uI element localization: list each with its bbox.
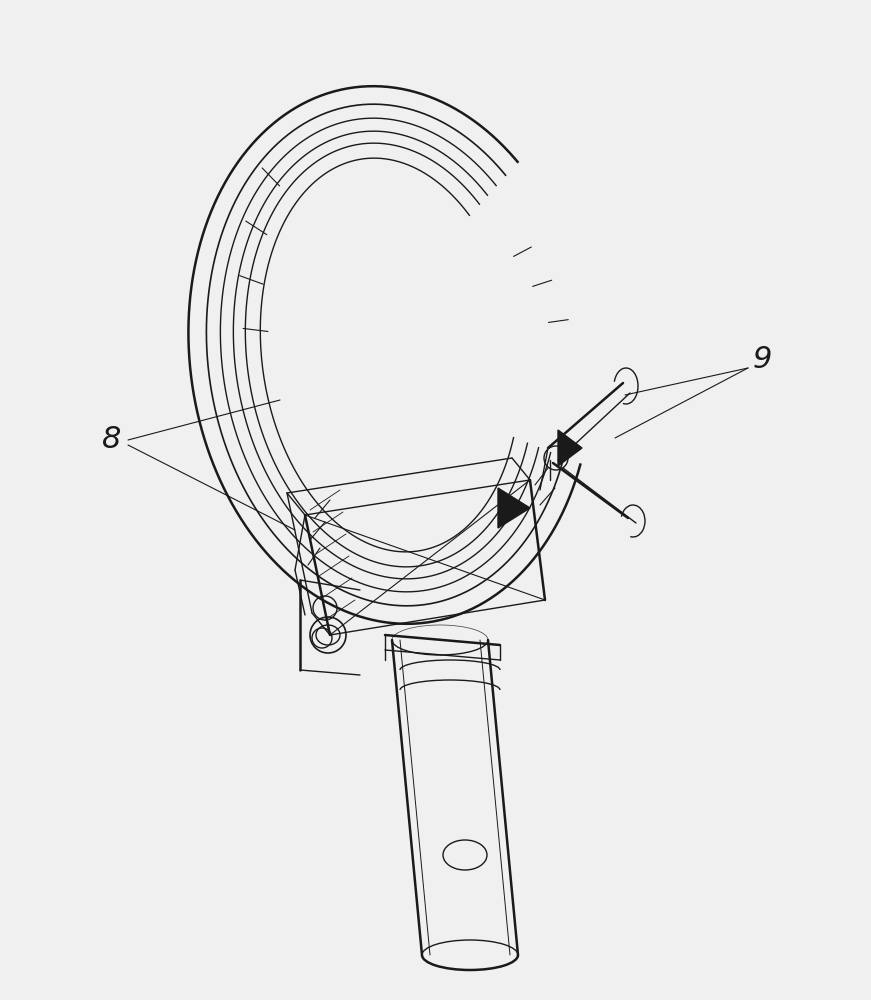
Polygon shape: [498, 488, 530, 528]
Text: 8: 8: [102, 426, 122, 454]
Polygon shape: [558, 430, 582, 466]
Text: 9: 9: [753, 346, 772, 374]
